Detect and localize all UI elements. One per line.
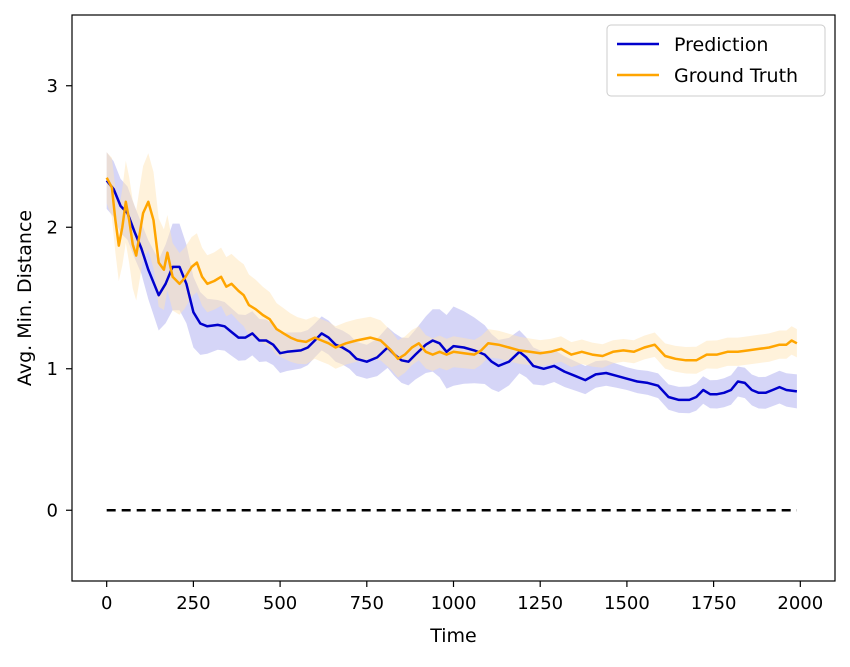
x-tick-label: 0 bbox=[101, 593, 112, 614]
x-tick-label: 1250 bbox=[517, 593, 563, 614]
series-line-prediction bbox=[105, 179, 798, 402]
y-tick-label: 3 bbox=[47, 76, 58, 97]
y-tick-label: 1 bbox=[47, 359, 58, 380]
y-tick-label: 2 bbox=[47, 217, 58, 238]
legend-label-prediction: Prediction bbox=[674, 34, 768, 56]
x-tick-label: 500 bbox=[263, 593, 297, 614]
series-line-ground-truth bbox=[105, 177, 798, 362]
x-axis-label: Time bbox=[429, 625, 477, 647]
y-tick-label: 0 bbox=[47, 500, 58, 521]
legend-box bbox=[606, 24, 826, 97]
confidence-band-ground-truth bbox=[106, 152, 797, 378]
series-lines bbox=[105, 177, 798, 402]
x-tick-label: 1750 bbox=[691, 593, 737, 614]
y-axis-ticks: 0 1 2 3 bbox=[47, 76, 72, 521]
x-tick-label: 250 bbox=[176, 593, 210, 614]
legend: Prediction Ground Truth bbox=[606, 24, 826, 97]
y-axis-label: Avg. Min. Distance bbox=[14, 210, 36, 386]
legend-label-ground-truth: Ground Truth bbox=[674, 65, 798, 87]
x-tick-label: 1500 bbox=[604, 593, 650, 614]
x-tick-label: 750 bbox=[350, 593, 384, 614]
confidence-bands bbox=[106, 152, 797, 414]
x-tick-label: 1000 bbox=[431, 593, 477, 614]
x-tick-label: 2000 bbox=[777, 593, 823, 614]
x-axis-ticks: 0 250 500 750 1000 1250 1500 1750 2000 bbox=[101, 581, 823, 614]
